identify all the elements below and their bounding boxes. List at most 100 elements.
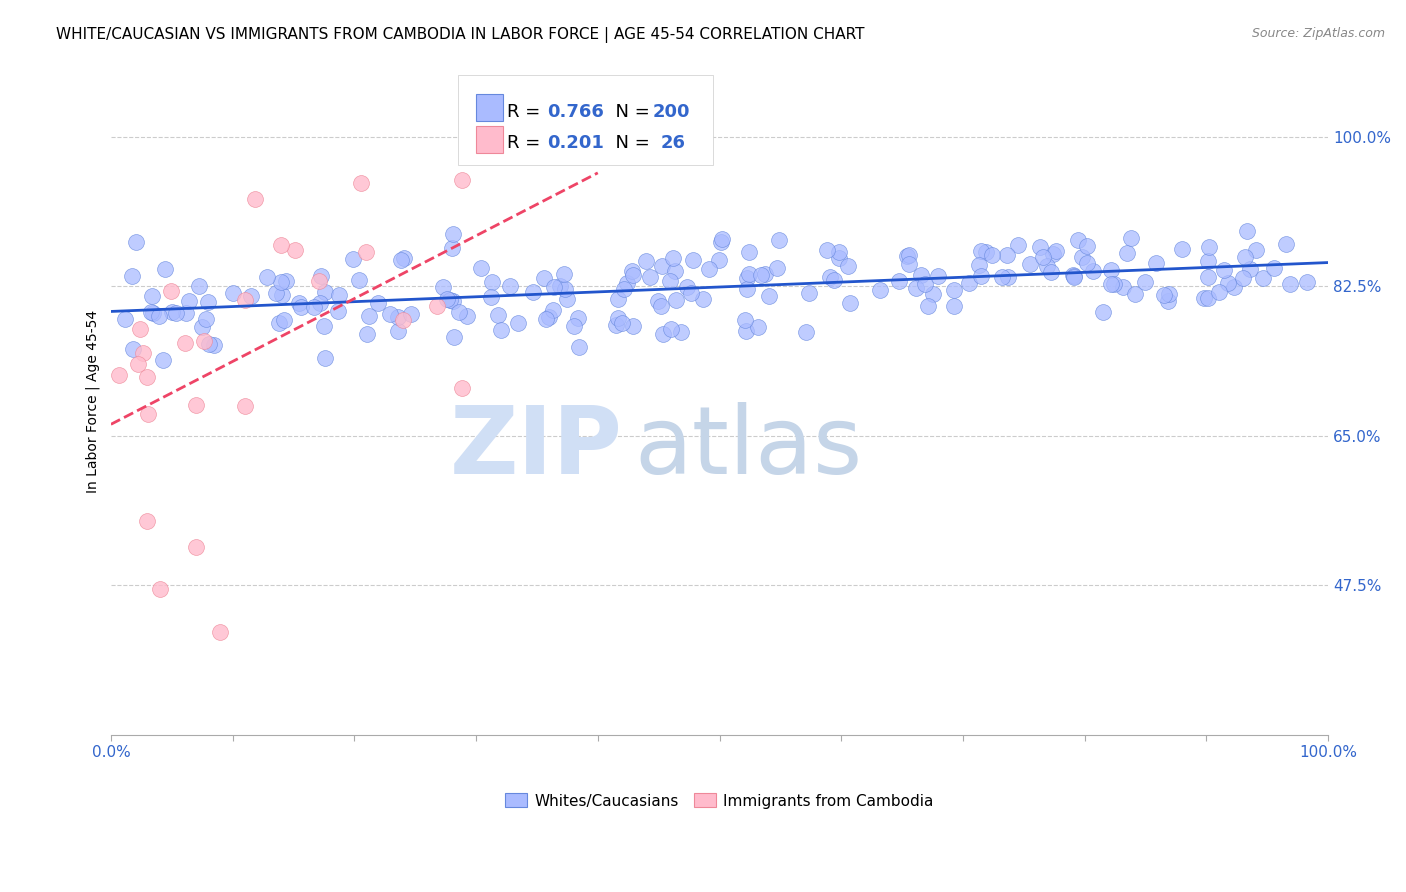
Point	[682, 253, 704, 268]
Point	[650, 299, 672, 313]
Point	[995, 248, 1018, 262]
Point	[942, 283, 965, 297]
Point	[356, 326, 378, 341]
Point	[567, 310, 589, 325]
Point	[309, 268, 332, 283]
Point	[548, 279, 571, 293]
Point	[1081, 264, 1104, 278]
Point	[159, 284, 181, 298]
Point	[898, 257, 921, 271]
Point	[1153, 288, 1175, 302]
Point	[957, 276, 980, 290]
Text: ZIP: ZIP	[450, 402, 621, 494]
Point	[443, 329, 465, 343]
Point	[328, 304, 350, 318]
FancyBboxPatch shape	[477, 95, 503, 121]
Point	[1218, 276, 1240, 290]
Point	[1123, 286, 1146, 301]
Point	[264, 285, 287, 300]
Point	[284, 244, 307, 258]
Point	[737, 271, 759, 285]
Point	[651, 259, 673, 273]
Point	[828, 252, 851, 266]
Point	[508, 317, 530, 331]
Point	[188, 279, 211, 293]
Point	[697, 262, 720, 277]
Point	[616, 276, 638, 290]
Point	[749, 268, 772, 282]
Point	[347, 273, 370, 287]
Point	[136, 408, 159, 422]
Y-axis label: In Labor Force | Age 45-54: In Labor Force | Age 45-54	[86, 310, 100, 493]
Point	[737, 267, 759, 281]
Point	[1099, 277, 1122, 291]
Point	[534, 312, 557, 326]
Point	[896, 249, 918, 263]
Point	[1036, 259, 1059, 273]
Point	[766, 260, 789, 275]
Point	[647, 294, 669, 309]
Point	[342, 252, 364, 266]
Text: WHITE/CAUCASIAN VS IMMIGRANTS FROM CAMBODIA IN LABOR FORCE | AGE 45-54 CORRELATI: WHITE/CAUCASIAN VS IMMIGRANTS FROM CAMBO…	[56, 27, 865, 43]
Point	[391, 313, 413, 327]
Point	[198, 336, 221, 351]
Point	[125, 235, 148, 250]
Point	[1062, 268, 1084, 282]
Point	[1076, 239, 1098, 253]
Point	[553, 268, 575, 282]
Point	[1212, 263, 1234, 277]
Point	[1239, 262, 1261, 277]
Point	[128, 322, 150, 336]
Point	[436, 292, 458, 306]
Point	[328, 287, 350, 301]
Point	[155, 262, 177, 277]
Point	[815, 243, 838, 257]
Point	[927, 269, 949, 284]
Point	[522, 285, 544, 299]
Point	[620, 263, 643, 277]
Point	[1296, 275, 1319, 289]
Point	[887, 274, 910, 288]
Point	[142, 306, 165, 320]
Point	[1076, 256, 1098, 270]
Point	[193, 334, 215, 348]
Point	[308, 274, 330, 288]
Point	[768, 233, 790, 247]
Point	[235, 293, 257, 308]
Point	[1067, 233, 1090, 247]
Point	[148, 309, 170, 323]
Point	[1042, 247, 1064, 261]
Point	[194, 312, 217, 326]
Point	[184, 540, 207, 554]
Point	[664, 264, 686, 278]
Point	[270, 276, 292, 290]
Point	[1070, 250, 1092, 264]
Point	[491, 323, 513, 337]
Point	[136, 514, 159, 528]
Point	[675, 280, 697, 294]
Point	[1019, 257, 1042, 271]
Point	[922, 287, 945, 301]
Point	[1007, 237, 1029, 252]
Point	[290, 301, 312, 315]
Point	[1032, 251, 1054, 265]
Point	[917, 299, 939, 313]
Point	[537, 310, 560, 325]
Point	[450, 172, 472, 186]
Point	[910, 268, 932, 282]
Point	[607, 310, 630, 325]
Point	[245, 192, 267, 206]
Point	[747, 320, 769, 334]
Point	[1029, 240, 1052, 254]
Text: 26: 26	[661, 134, 686, 153]
Text: N =: N =	[605, 103, 655, 120]
Point	[1156, 293, 1178, 308]
Point	[710, 235, 733, 249]
Point	[387, 310, 409, 325]
Point	[486, 308, 509, 322]
Point	[1197, 270, 1219, 285]
Point	[190, 320, 212, 334]
Point	[1223, 280, 1246, 294]
Point	[827, 244, 849, 259]
Point	[664, 293, 686, 308]
